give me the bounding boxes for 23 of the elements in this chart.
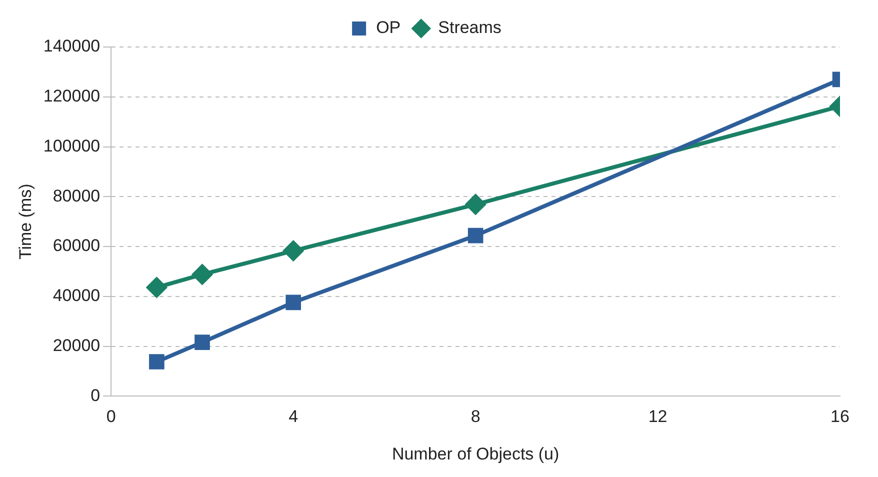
y-tick-label: 40000: [52, 286, 100, 306]
point: [286, 294, 302, 310]
y-tick-label: 60000: [52, 236, 100, 256]
legend-label: OP: [376, 18, 401, 38]
y-tick-label: 20000: [52, 336, 100, 355]
x-axis-title: Number of Objects (u): [392, 444, 560, 464]
point: [149, 354, 164, 370]
legend-label: Streams: [438, 18, 502, 38]
y-tick-label: 80000: [52, 186, 100, 206]
y-tick-label: 140000: [43, 36, 100, 56]
y-tick-label: 0: [90, 386, 100, 405]
x-tick-label: 16: [830, 407, 850, 426]
x-tick-label: 12: [648, 407, 668, 426]
point: [146, 277, 167, 298]
x-tick-label: 8: [470, 407, 480, 426]
y-axis-title: Time (ms): [16, 184, 35, 260]
point: [192, 264, 212, 284]
point: [194, 334, 210, 350]
point: [283, 240, 304, 261]
y-tick-label: 100000: [43, 136, 100, 156]
y-tick-label: 120000: [43, 86, 100, 106]
x-tick-label: 4: [288, 407, 298, 426]
x-tick-label: 0: [106, 407, 116, 426]
